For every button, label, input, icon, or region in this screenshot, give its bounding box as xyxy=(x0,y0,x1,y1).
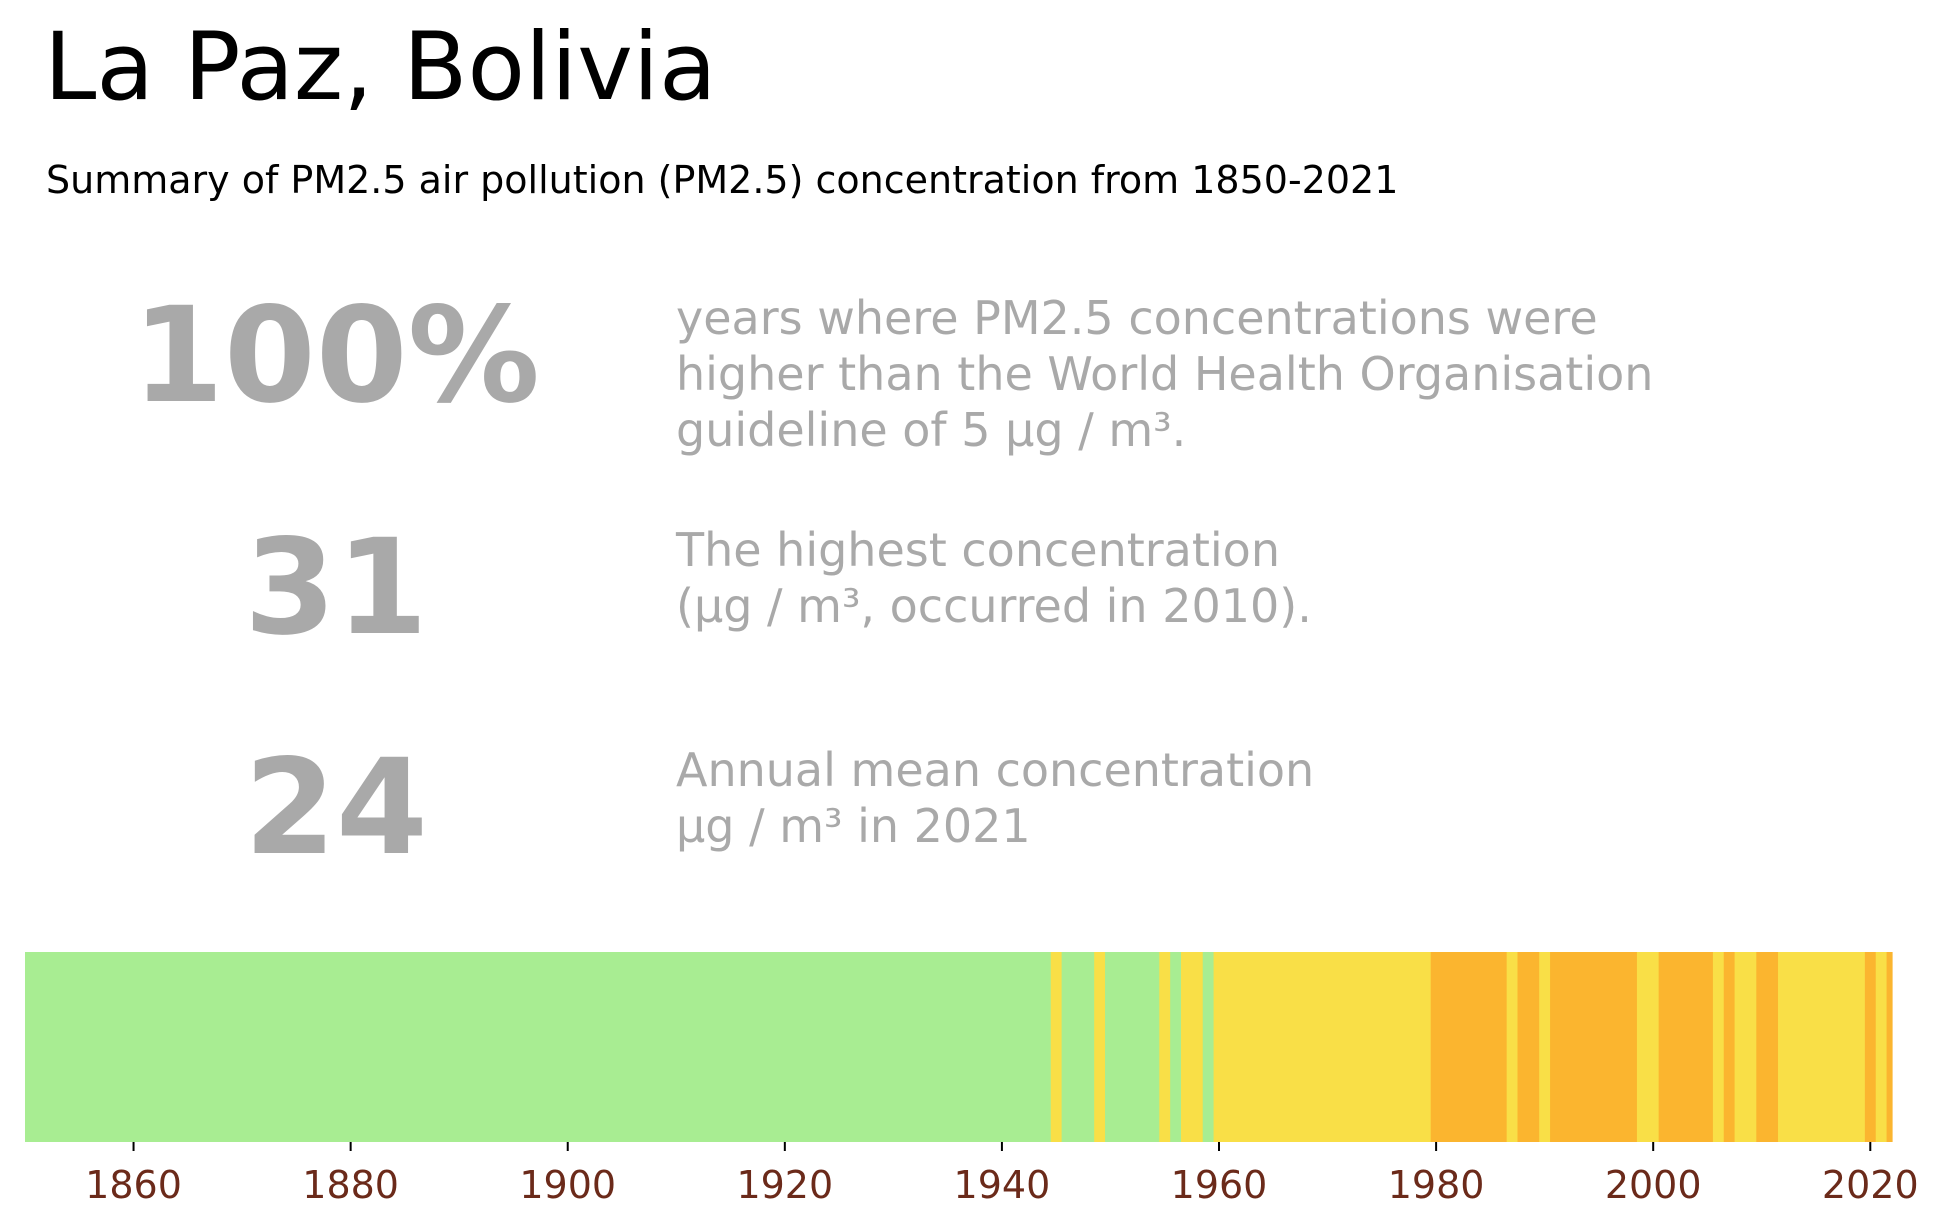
x-tick-label-1960: 1960 xyxy=(1171,1163,1268,1207)
stripe-segment-9 xyxy=(1213,952,1432,1142)
stat-description-annual-mean: Annual mean concentration µg / m³ in 202… xyxy=(676,743,1315,853)
stripe-segment-10 xyxy=(1430,952,1508,1142)
stripe-segment-22 xyxy=(1864,952,1877,1142)
x-tick-label-2000: 2000 xyxy=(1605,1163,1702,1207)
page-subtitle: Summary of PM2.5 air pollution (PM2.5) c… xyxy=(46,158,1399,202)
x-tick-label-1920: 1920 xyxy=(736,1163,833,1207)
stripe-segment-2 xyxy=(1061,952,1095,1142)
stripe-segment-4 xyxy=(1105,952,1160,1142)
stripe-segment-23 xyxy=(1875,952,1888,1142)
stripe-segment-12 xyxy=(1517,952,1540,1142)
page-title: La Paz, Bolivia xyxy=(44,13,717,122)
stripes-group xyxy=(25,952,1893,1142)
stripe-segment-7 xyxy=(1181,952,1204,1142)
stripe-segment-5 xyxy=(1159,952,1171,1142)
x-tick-label-1940: 1940 xyxy=(954,1163,1051,1207)
stripe-segment-11 xyxy=(1506,952,1519,1142)
x-tick-label-1900: 1900 xyxy=(519,1163,616,1207)
stripe-segment-1 xyxy=(1050,952,1063,1142)
x-tick-label-1860: 1860 xyxy=(85,1163,182,1207)
stat-value-exceedance: 100% xyxy=(132,279,540,433)
stripe-segment-21 xyxy=(1778,952,1866,1142)
stat-description-highest: The highest concentration (µg / m³, occu… xyxy=(676,523,1312,633)
stripe-segment-3 xyxy=(1094,952,1106,1142)
x-tick-label-1980: 1980 xyxy=(1388,1163,1485,1207)
x-axis-ticks: 1860 1880 1900 1920 1940 1960 1980 2000 2020 xyxy=(85,1142,1919,1207)
x-tick-label-1880: 1880 xyxy=(302,1163,399,1207)
stripe-segment-6 xyxy=(1170,952,1182,1142)
stat-description-exceedance: years where PM2.5 concentrations were hi… xyxy=(676,291,1654,457)
stripe-segment-14 xyxy=(1550,952,1638,1142)
x-tick-label-2020: 2020 xyxy=(1822,1163,1919,1207)
stripe-segment-16 xyxy=(1658,952,1714,1142)
stripe-segment-0 xyxy=(25,952,1052,1142)
stripe-segment-17 xyxy=(1712,952,1725,1142)
stripe-segment-20 xyxy=(1756,952,1779,1142)
stat-value-annual-mean: 24 xyxy=(244,731,428,885)
stripe-segment-15 xyxy=(1636,952,1660,1142)
stripe-segment-13 xyxy=(1539,952,1551,1142)
stat-value-highest: 31 xyxy=(244,511,428,665)
stripe-segment-19 xyxy=(1734,952,1757,1142)
stripe-segment-24 xyxy=(1886,952,1893,1142)
stripe-segment-18 xyxy=(1723,952,1736,1142)
stripe-segment-8 xyxy=(1202,952,1215,1142)
